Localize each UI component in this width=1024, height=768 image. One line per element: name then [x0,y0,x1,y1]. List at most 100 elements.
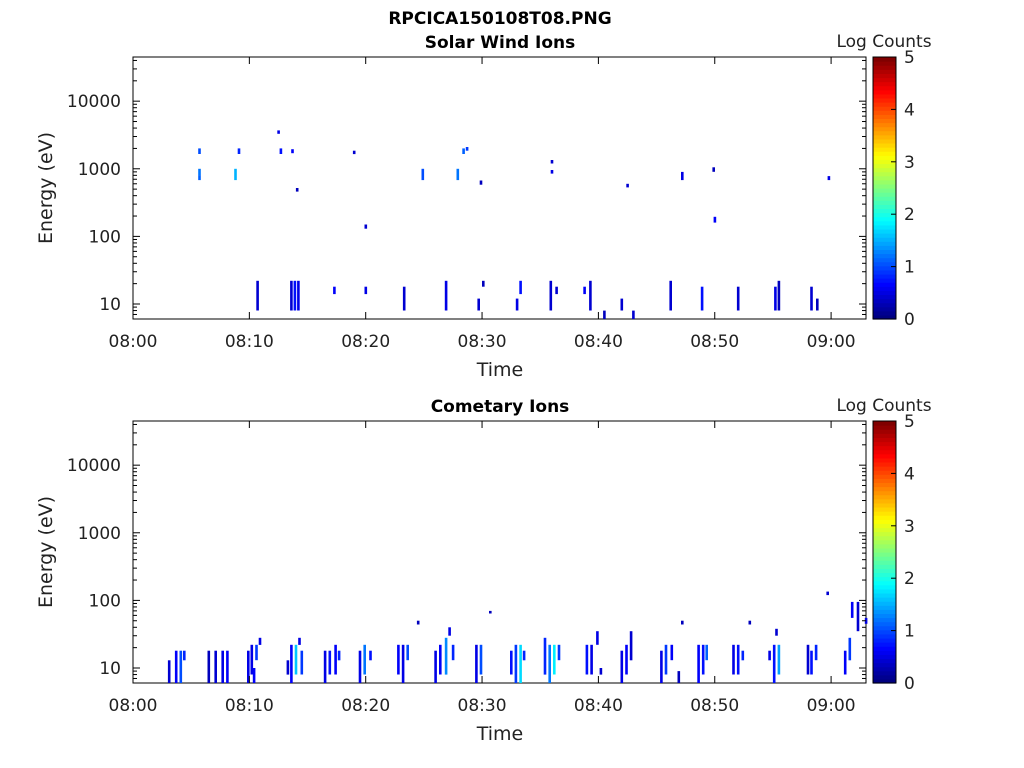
colorbar-swatch [873,572,896,578]
heatmap-cell [247,650,250,683]
colorbar-swatch [873,601,896,606]
heatmap-cell [252,668,256,683]
colorbar-swatch [873,646,896,651]
heatmap-cell [198,175,201,181]
colorbar-swatch [873,294,896,300]
heatmap-cell [557,644,561,661]
colorbar-swatch [873,674,896,680]
colorbar-tick-label: 3 [904,153,915,173]
heatmap-cell [300,650,304,675]
colorbar-swatch [873,249,896,255]
heatmap-cell [369,650,372,661]
heatmap-cell [363,644,366,675]
colorbar-swatch [873,592,896,598]
heatmap-cell [298,637,301,645]
heatmap-cell [543,637,547,675]
colorbar-swatch [873,69,896,74]
heatmap-cell [214,650,217,683]
colorbar-swatch [873,605,896,610]
heatmap-cell [401,644,405,683]
heatmap-cell [664,644,668,675]
y-tick-label: 10000 [67,92,121,112]
cometary-plot-frame [132,420,867,684]
colorbar-swatch [873,314,896,320]
x-tick-label: 08:20 [341,696,390,716]
cometary-ylabel: Energy (eV) [35,496,57,608]
x-tick-label: 08:40 [574,332,623,352]
colorbar-swatch [873,237,896,242]
cometary-colorbar-label: Log Counts [836,396,931,416]
heatmap-cell [337,650,341,661]
heatmap-cell [555,286,558,295]
heatmap-cell [669,280,672,311]
colorbar-swatch [873,519,896,524]
colorbar-swatch [873,118,896,124]
x-tick-label: 08:20 [341,332,390,352]
solar-wind-xlabel: Time [476,359,524,381]
heatmap-cell [548,644,551,683]
colorbar-tick-label: 1 [904,258,915,278]
heatmap-cell [772,644,776,683]
heatmap-cell [444,280,448,311]
colorbar-swatch [873,584,896,590]
colorbar-swatch [873,662,896,668]
x-tick-label: 09:00 [807,332,856,352]
colorbar-swatch [873,273,896,279]
colorbar-swatch [873,511,896,516]
colorbar-swatch [873,564,896,569]
heatmap-cell [827,176,831,181]
heatmap-cell [583,286,586,295]
cometary-y-ticks: 10 100 1000 10000 [67,423,866,684]
colorbar-tick-label: 2 [904,569,915,589]
y-tick-label: 10000 [67,456,121,476]
heatmap-cell [553,644,556,675]
heatmap-cell [806,644,810,675]
colorbar-swatch [873,212,896,218]
colorbar-swatch [873,580,896,586]
colorbar-swatch [873,269,896,275]
heatmap-cell [629,631,633,661]
colorbar-swatch [873,543,896,549]
colorbar-swatch [873,490,896,496]
colorbar-tick-label: 1 [904,622,915,642]
heatmap-cell [434,650,437,683]
colorbar-tick-label: 4 [904,100,915,120]
colorbar-swatch [873,228,896,234]
colorbar-swatch [873,65,896,70]
colorbar-tick-label: 4 [904,464,915,484]
colorbar-swatch [873,261,896,267]
colorbar-swatch [873,241,896,246]
colorbar-swatch [873,625,896,631]
colorbar-swatch [873,298,896,304]
heatmap-cell [522,650,526,661]
colorbar-swatch [873,196,896,201]
colorbar-swatch [873,77,896,83]
colorbar-swatch [873,502,896,508]
colorbar-swatch [873,122,896,128]
colorbar-swatch [873,597,896,602]
colorbar-swatch [873,478,896,483]
heatmap-cell [515,298,519,311]
heatmap-cell [226,650,229,683]
colorbar-swatch [873,310,896,316]
colorbar-swatch [873,73,896,79]
colorbar-swatch [873,633,896,639]
heatmap-cell [816,298,819,311]
heatmap-cell [626,183,629,188]
heatmap-cell [328,650,332,675]
colorbar-swatch [873,421,896,426]
heatmap-cell [364,224,368,229]
colorbar-swatch [873,658,896,664]
colorbar-swatch [873,57,896,62]
colorbar-swatch [873,167,896,173]
colorbar-swatch [873,85,896,91]
heatmap-cell [179,650,183,683]
heatmap-cell [198,148,201,154]
heatmap-cell [448,627,451,636]
colorbar-swatch [873,192,896,197]
colorbar-swatch [873,576,896,582]
solar-wind-cells [198,130,831,319]
solar-wind-colorbar-label: Log Counts [836,32,931,52]
heatmap-cell [632,310,635,319]
